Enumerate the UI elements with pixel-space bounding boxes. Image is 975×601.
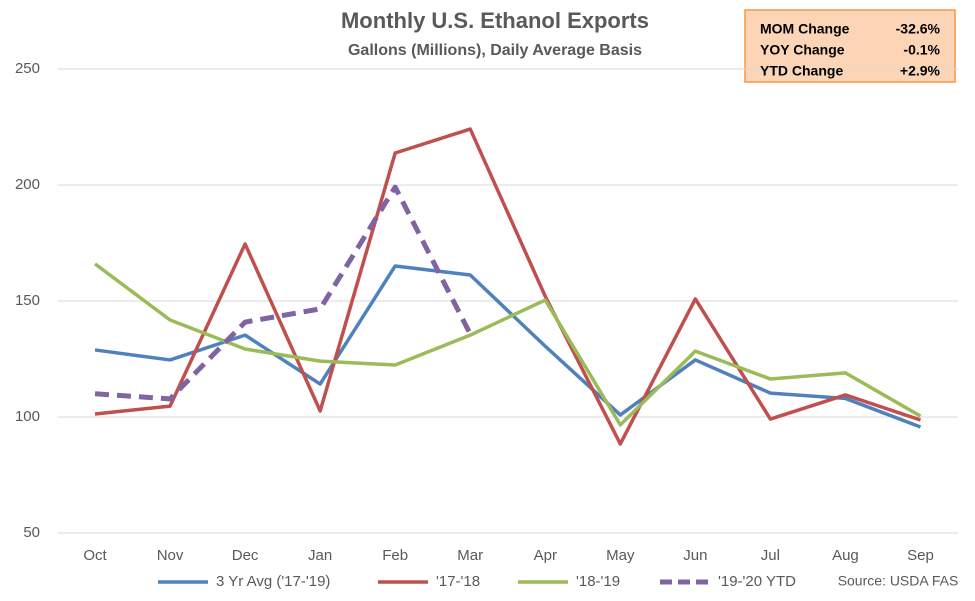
stats-box xyxy=(744,9,956,83)
series-line xyxy=(93,262,922,427)
stat-label: MOM Change xyxy=(760,21,850,37)
stat-label: YTD Change xyxy=(760,63,843,79)
legend-label: 3 Yr Avg ('17-'19) xyxy=(216,573,330,590)
stat-value: +2.9% xyxy=(900,63,941,79)
legend-label: '19-'20 YTD xyxy=(718,573,796,590)
x-tick-label: Jul xyxy=(761,547,780,564)
series-line xyxy=(94,184,473,402)
chart-title: Monthly U.S. Ethanol Exports xyxy=(341,8,649,33)
y-tick-label: 100 xyxy=(15,408,40,425)
stat-value: -32.6% xyxy=(896,21,941,37)
y-tick-label: 50 xyxy=(23,524,40,541)
legend-label: '17-'18 xyxy=(436,573,480,590)
y-tick-label: 150 xyxy=(15,292,40,309)
x-tick-label: Aug xyxy=(832,547,859,564)
y-tick-label: 200 xyxy=(15,176,40,193)
chart-subtitle: Gallons (Millions), Daily Average Basis xyxy=(348,42,642,59)
x-tick-label: Jun xyxy=(683,547,707,564)
stat-label: YOY Change xyxy=(760,42,845,58)
stat-value: -0.1% xyxy=(903,42,940,58)
legend-label: '18-'19 xyxy=(576,573,620,590)
source: Source: USDA FAS xyxy=(838,573,959,589)
series-line xyxy=(94,264,922,429)
x-tick-label: Oct xyxy=(83,547,107,564)
y-tick-label: 250 xyxy=(15,60,40,77)
x-tick-label: Apr xyxy=(534,547,557,564)
x-tick-label: Jan xyxy=(308,547,332,564)
x-tick-label: Dec xyxy=(232,547,259,564)
x-tick-label: Sep xyxy=(907,547,934,564)
x-tick-label: Mar xyxy=(457,547,483,564)
x-tick-label: May xyxy=(606,547,635,564)
x-tick-label: Feb xyxy=(382,547,408,564)
series-line xyxy=(94,127,922,446)
x-tick-label: Nov xyxy=(157,547,184,564)
